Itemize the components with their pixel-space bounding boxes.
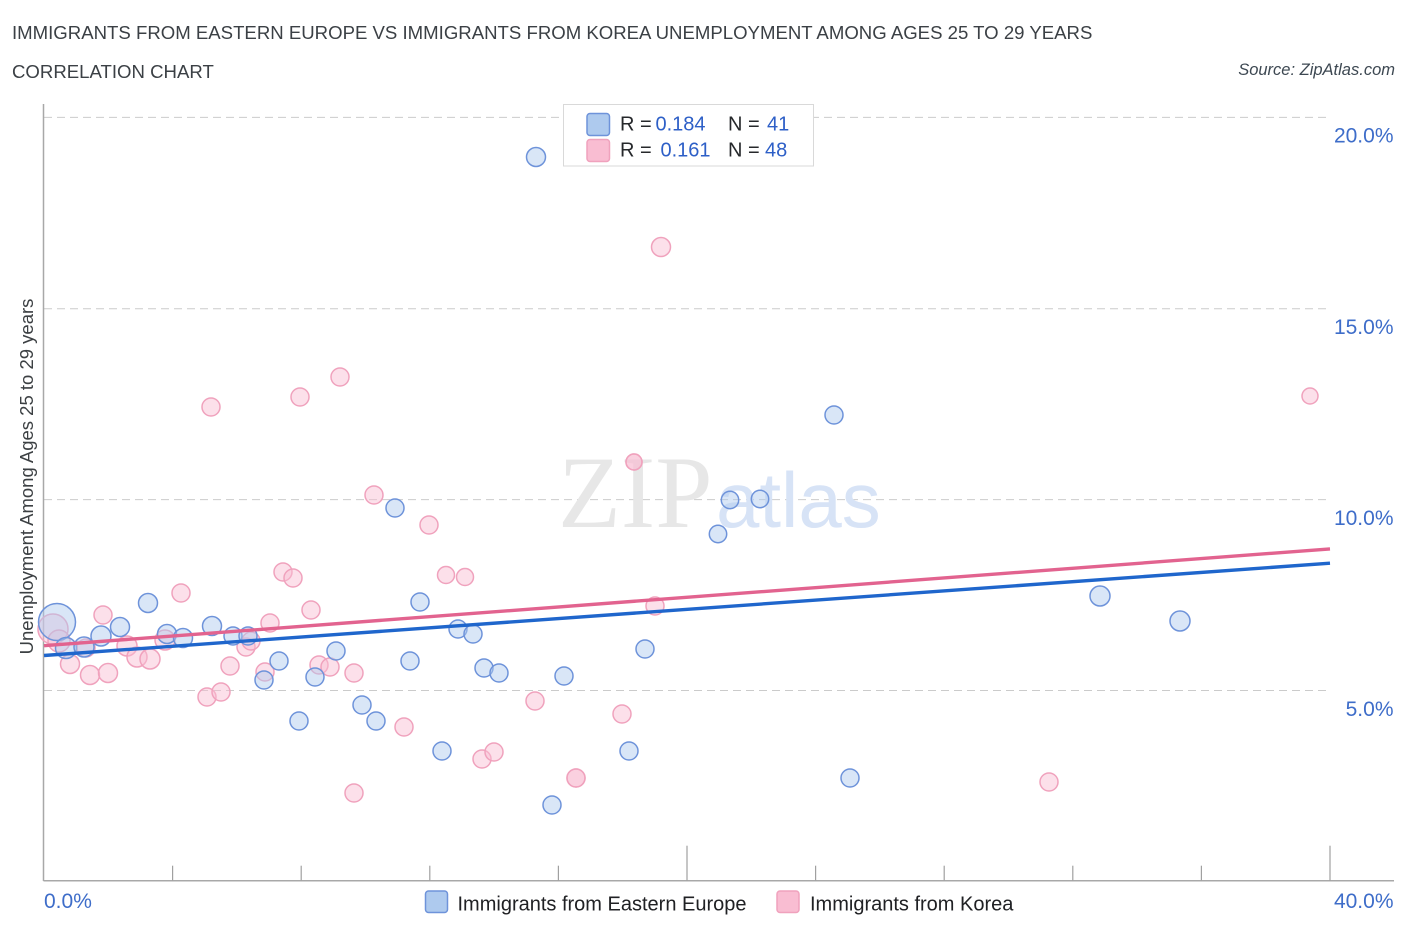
svg-text:N =: N = — [728, 140, 760, 162]
svg-text:Immigrants from Eastern Europe: Immigrants from Eastern Europe — [458, 894, 747, 916]
svg-text:0.161: 0.161 — [661, 140, 711, 162]
svg-text:R =: R = — [620, 140, 652, 162]
svg-text:41: 41 — [767, 114, 789, 136]
svg-text:R =: R = — [620, 114, 652, 136]
svg-text:10.0%: 10.0% — [1334, 507, 1394, 530]
svg-text:48: 48 — [765, 140, 787, 162]
svg-text:Unemployment Among Ages 25 to: Unemployment Among Ages 25 to 29 years — [16, 299, 37, 655]
svg-text:0.184: 0.184 — [656, 114, 706, 136]
svg-text:atlas: atlas — [716, 456, 881, 544]
svg-text:Immigrants from Korea: Immigrants from Korea — [810, 894, 1014, 916]
svg-text:0.0%: 0.0% — [44, 890, 92, 913]
svg-text:15.0%: 15.0% — [1334, 316, 1394, 339]
svg-text:ZIP: ZIP — [558, 436, 713, 550]
svg-text:N =: N = — [728, 114, 760, 136]
svg-text:5.0%: 5.0% — [1346, 698, 1394, 721]
svg-text:20.0%: 20.0% — [1334, 125, 1394, 148]
svg-text:40.0%: 40.0% — [1334, 890, 1394, 913]
